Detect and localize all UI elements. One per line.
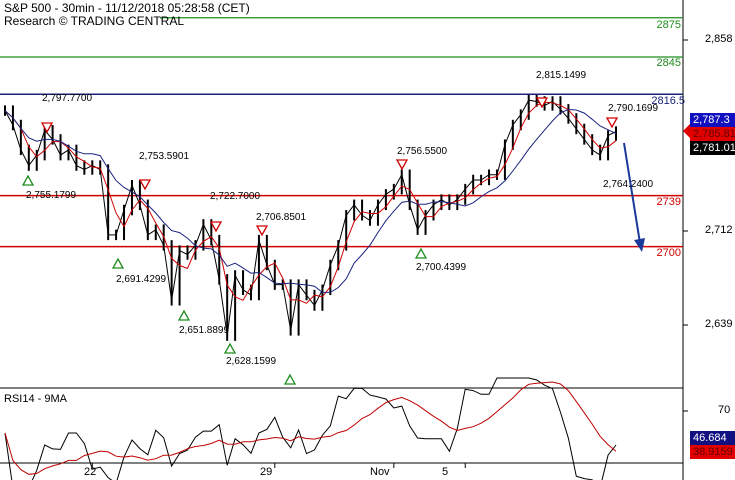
annotation: 2,722.7000 xyxy=(210,191,261,202)
arrow-head-icon xyxy=(634,238,645,252)
annotation: 2,755.1799 xyxy=(26,190,77,201)
annotation: 2,628.1599 xyxy=(226,356,277,367)
annotation: 2,797.7700 xyxy=(42,93,93,104)
level-label-2700: 2700 xyxy=(656,247,681,259)
annotation: 2,753.5901 xyxy=(139,151,190,162)
source-label: Research © TRADING CENTRAL xyxy=(4,14,184,28)
level-label-2875: 2875 xyxy=(656,19,681,31)
resistance-triangle-icon xyxy=(255,225,269,237)
annotation: 2,651.8899 xyxy=(179,325,230,336)
ma-fast-line xyxy=(4,101,617,304)
y-tick: 2,639 xyxy=(705,318,733,330)
price-tag-last: 2,781.01 xyxy=(690,141,735,155)
annotation: 2,691.4299 xyxy=(116,274,167,285)
support-triangle-icon xyxy=(283,373,297,385)
ma-slow-line xyxy=(4,108,617,293)
forecast-arrow xyxy=(623,142,641,244)
x-tick: 5 xyxy=(442,466,449,478)
rsi-title: RSI14 - 9MA xyxy=(4,393,67,405)
level-label-2739: 2739 xyxy=(656,196,681,208)
resistance-triangle-icon xyxy=(209,221,223,233)
annotation: 2,790.1699 xyxy=(608,103,659,114)
level-label-2816: 2816.5 xyxy=(651,95,685,107)
price-pointer-icon xyxy=(683,124,690,138)
x-tick: Nov xyxy=(370,466,390,478)
support-triangle-icon xyxy=(111,257,125,269)
rsi-line xyxy=(4,377,617,480)
rsi-value-tag: 46.684 xyxy=(690,431,735,445)
annotation: 2,756.5500 xyxy=(397,146,448,157)
support-triangle-icon xyxy=(177,309,191,321)
resistance-triangle-icon xyxy=(138,179,152,191)
annotation: 2,815.1499 xyxy=(536,70,587,81)
y-tick: 2,858 xyxy=(705,33,733,45)
support-triangle-icon xyxy=(223,342,237,354)
x-tick: 22 xyxy=(84,466,97,478)
resistance-triangle-icon xyxy=(535,97,549,109)
support-triangle-icon xyxy=(21,174,35,186)
rsi-ma-tag: 38.9159 xyxy=(690,445,735,459)
chart-title: S&P 500 - 30min - 11/12/2018 05:28:58 (C… xyxy=(4,1,250,15)
resistance-triangle-icon xyxy=(40,122,54,134)
support-triangle-icon xyxy=(414,247,428,259)
resistance-triangle-icon xyxy=(395,159,409,171)
price-tag-red: 2,785.81 xyxy=(690,127,735,141)
price-tag-blue: 2,787.3 xyxy=(690,113,735,127)
rsi-tick-70: 70 xyxy=(718,404,731,416)
annotation: 2,700.4399 xyxy=(416,262,467,273)
price-line xyxy=(4,99,617,336)
annotation: 2,706.8501 xyxy=(256,212,307,223)
resistance-triangle-icon xyxy=(605,117,619,129)
level-label-2845: 2845 xyxy=(656,57,681,69)
x-tick: 29 xyxy=(260,466,273,478)
rsi-ma-line xyxy=(4,381,617,475)
annotation: 2,764.2400 xyxy=(603,179,654,190)
y-tick: 2,712 xyxy=(705,224,733,236)
